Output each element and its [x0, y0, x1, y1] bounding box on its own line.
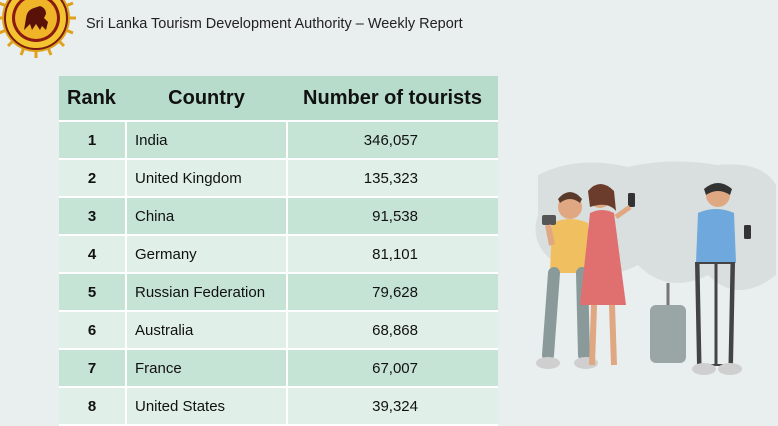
rank-cell: 1 — [59, 121, 126, 160]
tourists-cell: 68,868 — [286, 311, 498, 350]
country-cell: India — [125, 121, 287, 160]
table-row: 1 India 346,057 — [59, 121, 498, 160]
report-title: Sri Lanka Tourism Development Authority … — [86, 16, 463, 32]
sri-lanka-lion-seal-icon — [0, 0, 76, 58]
table-row: 7 France 67,007 — [59, 349, 498, 388]
country-cell: United Kingdom — [125, 159, 287, 198]
table-row: 4 Germany 81,101 — [59, 235, 498, 274]
table-header-row: Rank Country Number of tourists — [59, 76, 498, 122]
tourists-cell: 39,324 — [286, 387, 498, 426]
tourists-cell: 135,323 — [286, 159, 498, 198]
rank-cell: 2 — [59, 159, 126, 198]
country-cell: Australia — [125, 311, 287, 350]
tourist-ranking-table: Rank Country Number of tourists 1 India … — [59, 76, 498, 426]
tourist-figure-red — [580, 184, 635, 366]
rank-cell: 8 — [59, 387, 126, 426]
country-cell: Russian Federation — [125, 273, 287, 312]
tourists-with-luggage-icon — [535, 161, 776, 375]
column-header-country: Country — [126, 76, 287, 122]
rank-cell: 7 — [59, 349, 126, 388]
country-cell: Germany — [125, 235, 287, 274]
country-cell: China — [125, 197, 287, 236]
table-row: 8 United States 39,324 — [59, 387, 498, 426]
table-row: 5 Russian Federation 79,628 — [59, 273, 498, 312]
tourist-figure-blue — [650, 183, 751, 375]
country-cell: France — [125, 349, 287, 388]
table-row: 2 United Kingdom 135,323 — [59, 159, 498, 198]
table-row: 3 China 91,538 — [59, 197, 498, 236]
column-header-rank: Rank — [59, 76, 126, 122]
column-header-tourists: Number of tourists — [287, 76, 498, 122]
tourists-cell: 81,101 — [286, 235, 498, 274]
table-row: 6 Australia 68,868 — [59, 311, 498, 350]
tourists-cell: 346,057 — [286, 121, 498, 160]
rank-cell: 3 — [59, 197, 126, 236]
tourists-cell: 79,628 — [286, 273, 498, 312]
tourists-cell: 67,007 — [286, 349, 498, 388]
country-cell: United States — [125, 387, 287, 426]
tourists-cell: 91,538 — [286, 197, 498, 236]
rank-cell: 6 — [59, 311, 126, 350]
rank-cell: 4 — [59, 235, 126, 274]
rank-cell: 5 — [59, 273, 126, 312]
